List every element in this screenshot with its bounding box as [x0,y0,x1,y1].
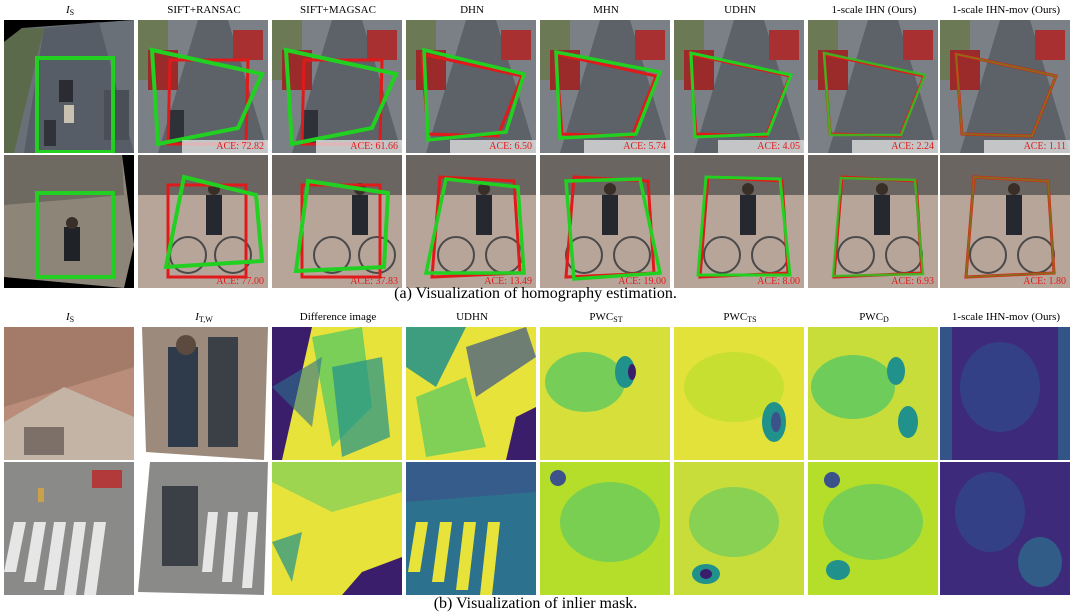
col-header-a-2: SIFT+MAGSAC [300,4,376,16]
ace-label: ACE: 8.00 [757,276,800,287]
col-header-a-0: IS [65,4,75,17]
col-header-a-6: 1-scale IHN (Ours) [831,4,917,16]
caption-b: (b) Visualization of inlier mask. [433,595,638,612]
road-source-image [4,20,134,153]
crosswalk-pwc-st [540,462,670,595]
ace-label: ACE: 19.00 [618,276,666,287]
bike-ihn: ACE: 6.93 [808,155,938,288]
ace-label: ACE: 13.49 [484,276,532,287]
caption-a: (a) Visualization of homography estimati… [394,285,677,302]
col-header-a-4: MHN [593,4,619,16]
ace-bar [584,140,670,153]
crosswalk-pwc-ts [674,462,804,595]
col-header-a-3: DHN [460,4,484,16]
plaza-ihn-mov-mask [940,327,1070,460]
plaza-difference-image [272,327,402,460]
road-dhn: ACE: 6.50 [406,20,536,153]
ace-label: ACE: 4.05 [757,141,800,152]
road-udhn: ACE: 4.05 [674,20,804,153]
col-header-a-7: 1-scale IHN-mov (Ours) [951,4,1061,16]
plaza-pwc-d [808,327,938,460]
ace-label: ACE: 1.80 [1023,276,1066,287]
col-header-b-1: IT,W [195,311,213,324]
plaza-pwc-st [540,327,670,460]
plaza-udhn-mask [406,327,536,460]
ace-label: ACE: 37.83 [350,276,398,287]
ace-bar [984,140,1070,153]
crosswalk-difference-image [272,462,402,595]
bike-udhn: ACE: 8.00 [674,155,804,288]
ace-bar [718,140,804,153]
section-b-headers: IS IT,W Difference image UDHN PWCST PWCT… [0,309,1071,325]
ace-label: ACE: 6.50 [489,141,532,152]
ace-label: ACE: 61.66 [350,141,398,152]
col-header-b-7: 1-scale IHN-mov (Ours) [951,311,1061,323]
col-header-b-2: Difference image [299,311,377,323]
ace-label: ACE: 77.00 [216,276,264,287]
ace-bar [852,140,938,153]
bike-source-image [4,155,134,288]
ace-label: ACE: 6.93 [891,276,934,287]
col-header-b-4: PWCST [589,311,623,324]
ace-label: ACE: 5.74 [623,141,666,152]
crosswalk-udhn-mask [406,462,536,595]
ace-bar [182,140,268,153]
road-mhn: ACE: 5.74 [540,20,670,153]
bike-sift-magsac: ACE: 37.83 [272,155,402,288]
col-header-b-5: PWCTS [723,311,757,324]
col-header-b-6: PWCD [859,311,889,324]
crosswalk-pwc-d [808,462,938,595]
bike-dhn: ACE: 13.49 [406,155,536,288]
crosswalk-source-image [4,462,134,595]
plaza-warped-target [138,327,268,460]
bike-mhn: ACE: 19.00 [540,155,670,288]
col-header-b-0: IS [65,311,75,324]
ace-label: ACE: 1.11 [1023,141,1066,152]
col-header-a-5: UDHN [724,4,756,16]
ace-label: ACE: 2.24 [891,141,934,152]
bike-sift-ransac: ACE: 77.00 [138,155,268,288]
ace-label: ACE: 72.82 [216,141,264,152]
ace-bar [316,140,402,153]
col-header-b-3: UDHN [456,311,488,323]
section-a-headers: IS SIFT+RANSAC SIFT+MAGSAC DHN MHN UDHN … [0,2,1071,18]
bike-ihn-mov: ACE: 1.80 [940,155,1070,288]
crosswalk-ihn-mov-mask [940,462,1070,595]
ace-bar [450,140,536,153]
plaza-pwc-ts [674,327,804,460]
road-sift-magsac: ACE: 61.66 [272,20,402,153]
road-ihn-mov: ACE: 1.11 [940,20,1070,153]
road-sift-ransac: ACE: 72.82 [138,20,268,153]
plaza-source-image [4,327,134,460]
road-ihn: ACE: 2.24 [808,20,938,153]
crosswalk-warped-target [138,462,268,595]
col-header-a-1: SIFT+RANSAC [167,4,241,16]
